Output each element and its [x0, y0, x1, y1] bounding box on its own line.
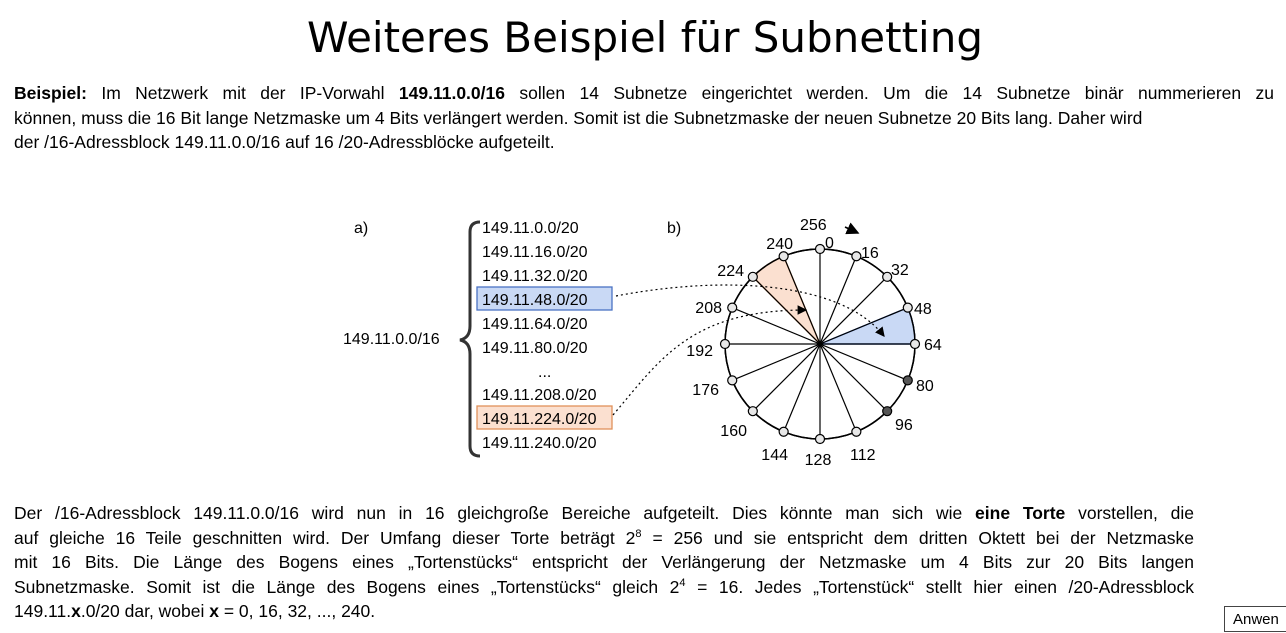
boundary-marker: [727, 302, 738, 313]
boundary-marker: [778, 251, 789, 262]
subnet-item: 149.11.48.0/20: [482, 292, 588, 309]
boundary-label: 240: [766, 236, 793, 253]
body-emph: x: [209, 601, 219, 621]
boundary-label: 64: [924, 337, 942, 354]
intro-prefix: 149.11.0.0/16: [398, 83, 505, 103]
body-sup: 4: [679, 576, 686, 589]
boundary-label: 32: [891, 262, 909, 279]
subnet-highlight-orange: [476, 405, 613, 430]
boundary-marker: [778, 426, 789, 437]
body-line-3: mit 16 Bits. Die Länge des Bogens eines …: [14, 552, 1194, 572]
body-text: = 0, 16, 32, ..., 240.: [218, 601, 376, 621]
slice-divider: [783, 256, 857, 432]
subnet-item: 149.11.240.0/20: [482, 435, 597, 452]
boundary-label: 0: [825, 235, 834, 252]
subnet-item: 149.11.32.0/20: [482, 268, 588, 285]
body-text: Subnetzmaske. Somit ist die Länge des Bo…: [14, 576, 680, 597]
intro-paragraph: Beispiel: Im Netzwerk mit der IP-Vorwahl…: [14, 81, 1274, 155]
boundary-label: 112: [850, 447, 876, 464]
subnet-item: 149.11.80.0/20: [482, 340, 588, 357]
intro-text: Im Netzwerk mit der IP-Vorwahl: [86, 83, 399, 103]
body-text: = 16. Jedes „Tortenstück“ stellt hier ei…: [685, 576, 1194, 597]
rotation-arrow: [844, 222, 860, 235]
boundary-marker: [814, 433, 826, 445]
boundary-marker: [747, 406, 758, 417]
boundary-label: 192: [686, 343, 713, 360]
boundary-label: 160: [720, 423, 747, 440]
boundary-marker: [902, 375, 913, 386]
boundary-label: 16: [861, 245, 879, 262]
boundary-label: 48: [914, 301, 932, 318]
body-line-4: Subnetzmaske. Somit ist die Länge des Bo…: [14, 575, 1194, 600]
body-emph: x: [71, 601, 81, 621]
intro-label: Beispiel:: [14, 83, 87, 103]
body-text: auf gleiche 16 Teile geschnitten wird. D…: [14, 527, 636, 548]
boundary-marker: [727, 375, 738, 386]
intro-text: sollen 14 Subnetze eingerichtet werden. …: [504, 83, 1274, 103]
boundary-marker: [882, 406, 893, 417]
body-paragraph: Der /16-Adressblock 149.11.0.0/16 wird n…: [14, 501, 1194, 624]
boundary-label: 128: [805, 452, 832, 469]
boundary-label: 224: [717, 263, 744, 280]
boundary-marker: [719, 338, 731, 350]
body-text: vorstellen, die: [1065, 503, 1194, 523]
boundary-marker: [851, 251, 862, 262]
subnet-item: 149.11.208.0/20: [482, 387, 597, 404]
block-label: 149.11.0.0/16: [343, 331, 440, 348]
subnet-item: 149.11.224.0/20: [482, 411, 597, 428]
body-text: = 256 und sie entspricht dem dritten Okt…: [641, 527, 1194, 548]
body-sup: 8: [635, 527, 642, 540]
slide-title: Weiteres Beispiel für Subnetting: [307, 13, 983, 62]
subnet-item: 149.11.64.0/20: [482, 316, 588, 333]
body-text: 149.11.: [14, 601, 72, 621]
boundary-label: 144: [761, 447, 788, 464]
boundary-label: 80: [916, 378, 934, 395]
body-line-5: 149.11.x.0/20 dar, wobei x = 0, 16, 32, …: [14, 599, 1194, 624]
boundary-marker: [882, 271, 893, 282]
boundary-marker: [747, 271, 758, 282]
boundary-label: 208: [695, 300, 722, 317]
boundary-marker: [909, 338, 921, 350]
boundary-marker: [851, 426, 862, 437]
boundary-label: 96: [895, 417, 913, 434]
subnet-ellipsis: ...: [538, 364, 551, 381]
boundary-marker: [902, 302, 913, 313]
corner-button[interactable]: Anwen: [1224, 606, 1286, 632]
subnet-highlight-blue: [476, 286, 613, 311]
body-line-2: auf gleiche 16 Teile geschnitten wird. D…: [14, 526, 1194, 551]
arrow-blue-to-slice: [615, 284, 885, 337]
subnet-circle: 0 16 32 48 64 80 96 112 128 144 160 176 192 208 224 240: [686, 235, 942, 469]
body-emph: eine Torte: [975, 503, 1066, 523]
arrow-orange-to-slice: [612, 305, 808, 416]
intro-line-2: können, muss die 16 Bit lange Netzmaske …: [14, 107, 1143, 128]
label-a: a): [354, 220, 368, 237]
subnet-item: 149.11.16.0/20: [482, 244, 588, 261]
subnet-item: 149.11.0.0/20: [482, 220, 579, 237]
body-line-1: Der /16-Adressblock 149.11.0.0/16 wird n…: [14, 501, 1194, 526]
body-text: .0/20 dar, wobei: [80, 601, 210, 621]
brace: [459, 220, 481, 458]
circle-top-label: 256: [800, 217, 827, 234]
intro-line-1: Beispiel: Im Netzwerk mit der IP-Vorwahl…: [14, 81, 1274, 106]
boundary-marker: [814, 243, 826, 255]
body-text: Der /16-Adressblock 149.11.0.0/16 wird n…: [14, 503, 976, 523]
label-b: b): [667, 220, 681, 237]
intro-line-3: der /16-Adressblock 149.11.0.0/16 auf 16…: [14, 132, 555, 152]
subnet-list: 149.11.0.0/20 149.11.16.0/20 149.11.32.0…: [482, 220, 597, 452]
boundary-label: 176: [692, 382, 719, 399]
